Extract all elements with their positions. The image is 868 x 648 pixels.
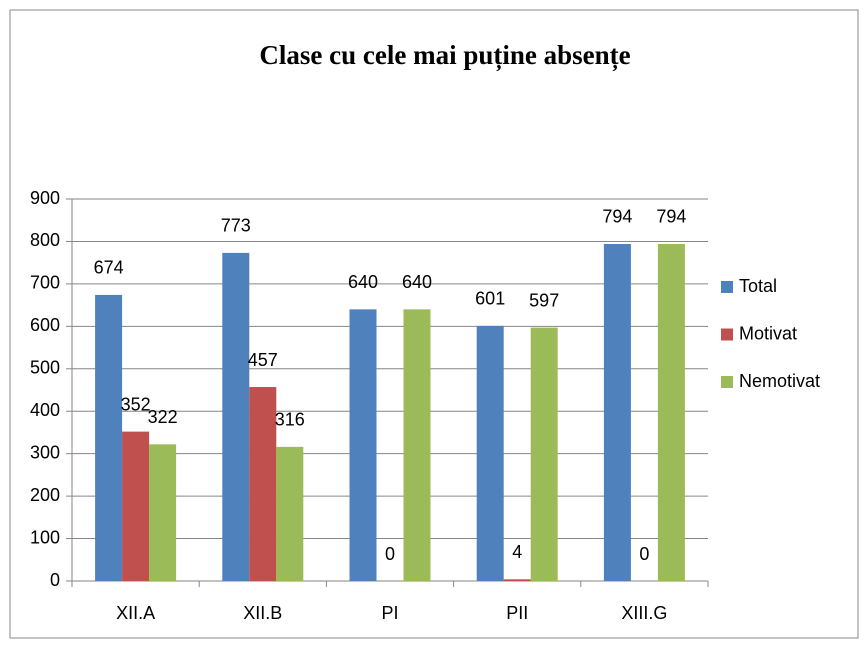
bar [249, 387, 277, 581]
data-label: 640 [402, 272, 432, 292]
bar [122, 431, 150, 581]
bar [403, 309, 431, 581]
y-tick-label: 500 [30, 358, 60, 378]
x-tick-label: XII.A [116, 603, 155, 623]
data-label: 457 [248, 350, 278, 370]
data-label: 674 [94, 258, 124, 278]
bar [222, 252, 250, 581]
y-tick-label: 100 [30, 527, 60, 547]
bar [603, 243, 631, 582]
data-label: 0 [639, 544, 649, 564]
y-tick-label: 200 [30, 485, 60, 505]
bar [149, 444, 177, 581]
data-label: 322 [148, 407, 178, 427]
data-label: 773 [221, 216, 251, 236]
x-tick-label: PII [506, 603, 528, 623]
x-tick-label: XIII.G [621, 603, 667, 623]
data-label: 316 [275, 410, 305, 430]
y-tick-label: 800 [30, 230, 60, 250]
legend-swatch [721, 328, 733, 341]
bar [476, 325, 504, 581]
bar [276, 446, 304, 581]
y-tick-label: 600 [30, 315, 60, 335]
y-tick-label: 700 [30, 273, 60, 293]
x-tick-label: PI [381, 603, 398, 623]
bar [349, 309, 377, 581]
data-label: 601 [475, 289, 505, 309]
y-tick-label: 300 [30, 442, 60, 462]
data-label: 4 [512, 542, 522, 562]
bar [530, 327, 558, 581]
y-tick-label: 0 [50, 570, 60, 590]
data-label: 0 [385, 544, 395, 564]
legend-label: Motivat [739, 323, 797, 343]
data-label: 794 [602, 207, 632, 227]
y-tick-label: 400 [30, 400, 60, 420]
chart-title: Clase cu cele mai puține absențe [259, 40, 630, 71]
x-tick-label: XII.B [243, 603, 282, 623]
data-label: 640 [348, 272, 378, 292]
bar [657, 243, 685, 582]
bar [95, 294, 123, 581]
y-tick-label: 900 [30, 188, 60, 208]
bar [503, 579, 531, 581]
legend-swatch [721, 376, 733, 388]
data-label: 794 [656, 207, 686, 227]
legend-label: Total [739, 276, 777, 296]
legend-label: Nemotivat [739, 371, 820, 391]
legend-swatch [721, 281, 733, 293]
data-label: 597 [529, 290, 559, 310]
data-label: 352 [121, 394, 151, 414]
